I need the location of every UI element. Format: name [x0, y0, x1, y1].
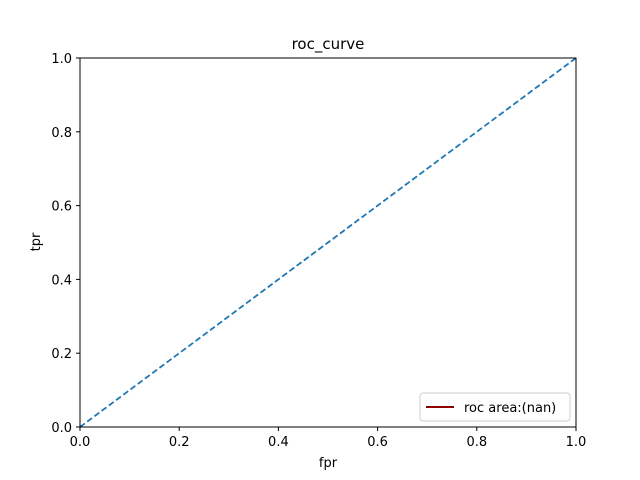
plot-frame [79, 57, 577, 428]
y-tick-label: 0.6 [51, 200, 72, 215]
y-axis-label: tpr [29, 232, 44, 251]
x-tick-label: 0.4 [268, 435, 289, 450]
legend-label: roc area:(nan) [464, 401, 556, 416]
y-tick-label: 0.2 [51, 347, 72, 362]
y-tick-label: 0.8 [51, 126, 72, 141]
y-axis-ticks: 0.0 0.2 0.4 0.6 0.8 1.0 [51, 52, 80, 436]
x-axis-label: fpr [319, 456, 338, 471]
x-tick-label: 1.0 [566, 435, 587, 450]
x-axis-ticks: 0.0 0.2 0.4 0.6 0.8 1.0 [70, 427, 587, 450]
x-tick-label: 0.2 [169, 435, 190, 450]
y-tick-label: 0.4 [51, 273, 72, 288]
series-line-1 [79, 57, 577, 428]
y-tick-label: 0.0 [51, 421, 72, 436]
series-layer [79, 57, 577, 428]
chart-title: roc_curve [292, 35, 365, 54]
legend: roc area:(nan) [419, 392, 571, 422]
x-tick-label: 0.6 [367, 435, 388, 450]
legend-box [419, 392, 571, 422]
y-tick-label: 1.0 [51, 52, 72, 67]
x-tick-label: 0.8 [466, 435, 487, 450]
x-tick-label: 0.0 [70, 435, 91, 450]
